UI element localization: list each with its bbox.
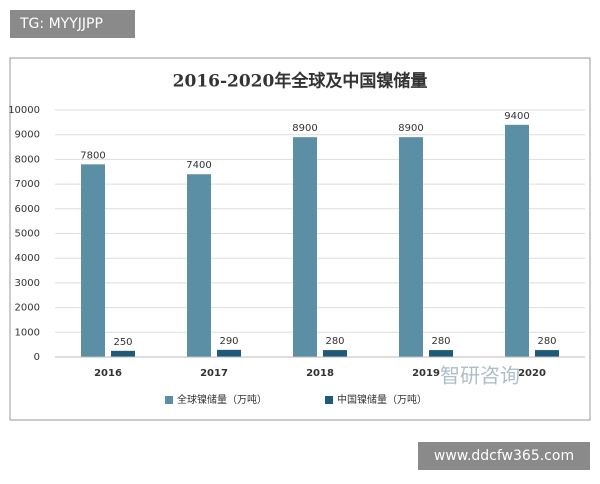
y-tick-label: 3000 (15, 278, 40, 289)
y-tick-label: 9000 (15, 130, 40, 141)
y-tick-label: 10000 (8, 105, 40, 116)
legend-swatch (325, 396, 333, 404)
url-text: www.ddcfw365.com (434, 448, 574, 464)
x-tick-label: 2020 (518, 368, 546, 379)
legend-label: 全球镍储量（万吨） (177, 393, 267, 406)
bar (81, 164, 105, 357)
data-label: 8900 (292, 123, 317, 134)
chart-title: 2016-2020年全球及中国镍储量 (173, 71, 428, 92)
data-label: 9400 (504, 111, 529, 122)
bar (399, 137, 423, 357)
bar (535, 350, 559, 357)
x-tick-label: 2018 (306, 368, 334, 379)
y-tick-label: 0 (34, 352, 40, 363)
data-label: 7800 (80, 150, 105, 161)
bar (217, 349, 241, 357)
x-tick-label: 2017 (200, 368, 228, 379)
legend-label: 中国镍储量（万吨） (337, 393, 427, 406)
x-tick-label: 2016 (94, 368, 122, 379)
data-label: 250 (113, 337, 132, 348)
y-tick-label: 2000 (15, 303, 40, 314)
tag-badge (10, 10, 135, 38)
tag-text: TG: MYYJJPP (19, 16, 103, 32)
bar (505, 124, 529, 357)
bar (187, 174, 211, 357)
data-label: 7400 (186, 160, 211, 171)
y-tick-label: 5000 (15, 229, 40, 240)
y-tick-label: 8000 (15, 154, 40, 165)
data-label: 290 (219, 336, 238, 347)
data-label: 280 (325, 336, 344, 347)
data-label: 280 (537, 336, 556, 347)
y-tick-label: 7000 (15, 179, 40, 190)
watermark: 智研咨询 (440, 364, 520, 388)
url-badge (418, 442, 590, 470)
bar (111, 350, 135, 357)
legend-swatch (165, 396, 173, 404)
y-tick-label: 6000 (15, 204, 40, 215)
bar (293, 137, 317, 357)
data-label: 8900 (398, 123, 423, 134)
data-label: 280 (431, 336, 450, 347)
bar (429, 350, 453, 357)
y-tick-label: 4000 (15, 253, 40, 264)
x-tick-label: 2019 (412, 368, 440, 379)
y-tick-label: 1000 (15, 327, 40, 338)
bar (323, 350, 347, 357)
